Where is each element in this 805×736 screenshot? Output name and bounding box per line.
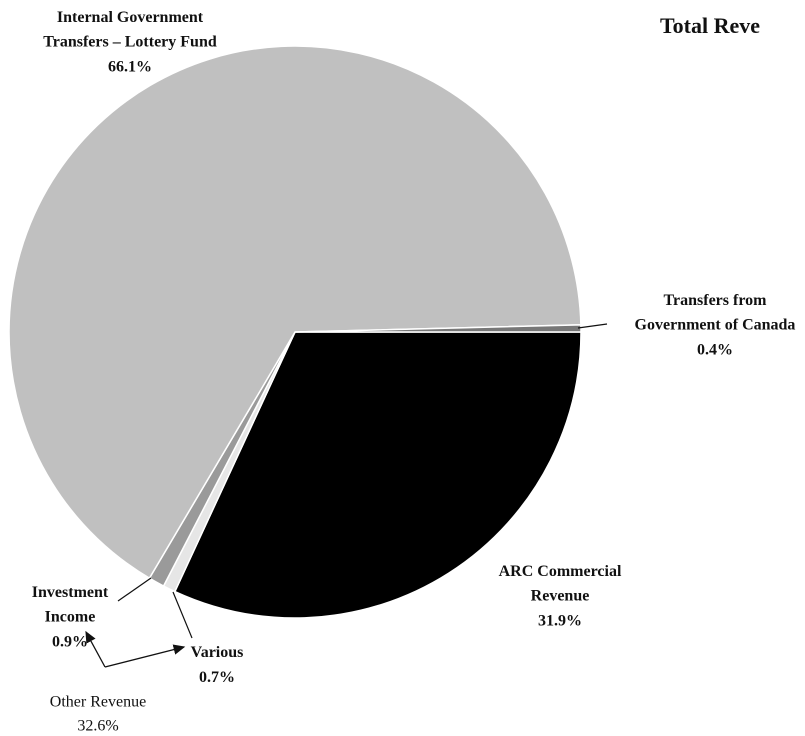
slice-label: Various [191, 644, 244, 661]
arrow [104, 644, 186, 668]
pie-slice [173, 331, 582, 619]
pie [8, 45, 582, 619]
leader-line [577, 323, 608, 329]
pie-slice [8, 45, 582, 580]
pie-slice [294, 324, 582, 333]
slice-value-label: 0.4% [697, 342, 733, 359]
slice-label: Transfers from Government of Canada [635, 292, 796, 334]
slice-label: Internal Government Transfers – Lottery F… [43, 9, 217, 51]
annotation: Other Revenue [50, 694, 146, 711]
slice-value-label: 0.7% [199, 669, 235, 686]
arrow [85, 630, 106, 668]
annotation-value: 32.6% [77, 718, 118, 735]
slice-label: Investment Income [32, 584, 109, 626]
slice-label: ARC Commercial Revenue [499, 563, 622, 605]
leader-line [117, 577, 152, 602]
slice-value-label: 31.9% [538, 613, 582, 630]
leader-line [172, 591, 193, 639]
slice-value-label: 66.1% [108, 59, 152, 76]
slice-value-label: 0.9% [52, 634, 88, 651]
chart-title: Total Reve [660, 13, 760, 38]
